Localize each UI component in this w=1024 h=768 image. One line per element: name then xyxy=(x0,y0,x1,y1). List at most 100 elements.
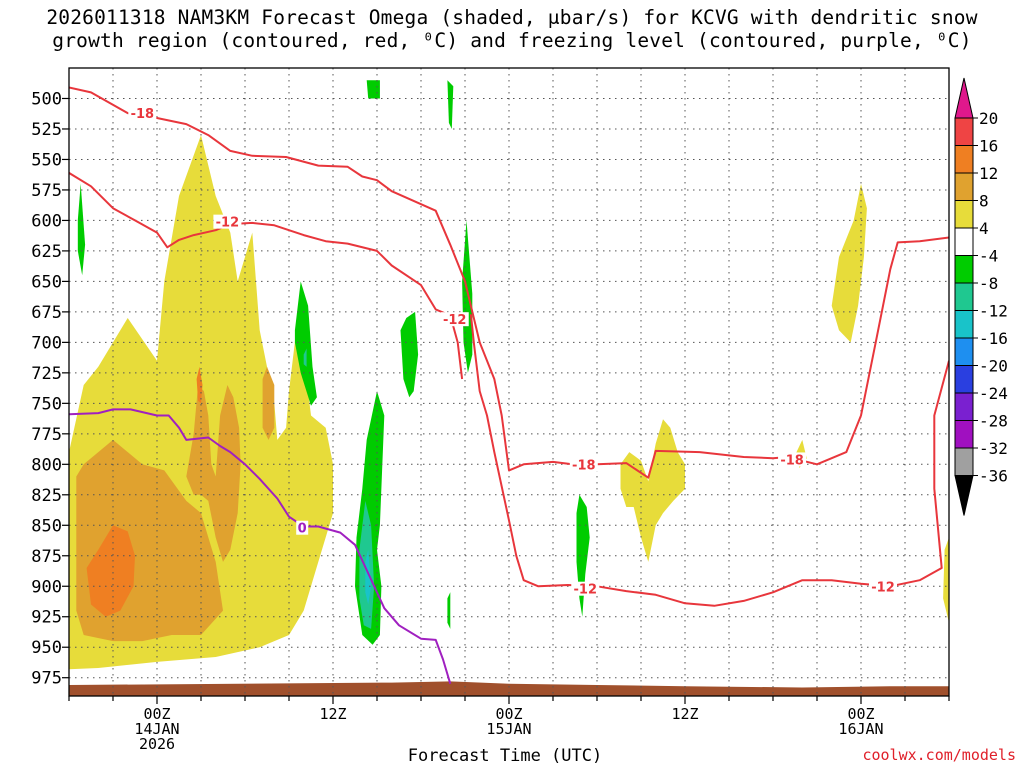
omega-region-12 xyxy=(77,183,86,276)
omega-region-18 xyxy=(576,494,590,617)
y-tick-label-525: 525 xyxy=(31,120,62,140)
omega-region-2 xyxy=(831,183,867,343)
title-line-1: 2026011318 NAM3KM Forecast Omega (shaded… xyxy=(46,6,978,29)
omega-region-21 xyxy=(303,348,307,367)
y-tick-label-600: 600 xyxy=(31,211,62,231)
y-tick-label-625: 625 xyxy=(31,242,62,262)
omega-region-1 xyxy=(620,419,685,562)
omega-region-15 xyxy=(462,220,473,373)
colorbar-bin-9 xyxy=(954,365,974,394)
y-tick-label-575: 575 xyxy=(31,181,62,201)
y-tick-label-825: 825 xyxy=(31,486,62,506)
omega-region-6 xyxy=(186,385,241,562)
omega-region-4 xyxy=(943,537,949,623)
colorbar-label-3: 8 xyxy=(979,192,989,211)
colorbar-bin-5 xyxy=(954,255,974,284)
x-axis-label: Forecast Time (UTC) xyxy=(407,746,603,766)
omega-region-11 xyxy=(447,80,454,129)
colorbar-legend: 20 16 12 8 4 -4 -8 -12 -16 -20 -24 -28 -32 -36 xyxy=(954,77,1008,516)
colorbar-bin-2 xyxy=(954,172,974,201)
colorbar-bin-12 xyxy=(954,447,974,476)
colorbar-bin-7 xyxy=(954,310,974,339)
contour-label-bg-5 xyxy=(571,581,600,596)
colorbar-bin-6 xyxy=(954,282,974,311)
y-tick-label-975: 975 xyxy=(31,669,62,689)
y-tick-label-775: 775 xyxy=(31,425,62,445)
y-tick-label-550: 550 xyxy=(31,150,62,170)
colorbar-label-11: -28 xyxy=(979,412,1008,431)
contour-label-3: -18 xyxy=(572,458,596,473)
colorbar-over-triangle xyxy=(954,77,974,119)
colorbar-label-13: -36 xyxy=(979,467,1008,486)
y-tick-label-675: 675 xyxy=(31,303,62,323)
contour-label-7: 0 xyxy=(298,522,307,537)
contour-labels: -18 -12 -12 -18 -18 -12 -12 0 xyxy=(128,106,897,598)
x-tick-label-0-1: 14JAN xyxy=(134,720,179,738)
colorbar-label-2: 12 xyxy=(979,164,998,183)
omega-region-8 xyxy=(86,525,135,617)
x-tick-label-2-0: 00Z xyxy=(495,705,522,723)
contour-label-4: -18 xyxy=(780,453,804,468)
contour-label-bg-0 xyxy=(128,106,157,121)
y-tick-label-850: 850 xyxy=(31,516,62,536)
gridlines xyxy=(68,68,950,696)
colorbar-bin-11 xyxy=(954,420,974,449)
x-tick-label-0-2: 2026 xyxy=(139,735,175,753)
x-tick-label-0-0: 00Z xyxy=(143,705,170,723)
y-tick-label-500: 500 xyxy=(31,89,62,109)
y-tick-label-800: 800 xyxy=(31,455,62,475)
title-line-2: growth region (contoured, red, ⁰C) and f… xyxy=(52,29,972,52)
y-axis: 500 525 550 575 600 625 650 675 700 725 750 775 800 8… xyxy=(31,89,69,689)
y-tick-label-725: 725 xyxy=(31,364,62,384)
x-tick-label-4-1: 16JAN xyxy=(838,720,883,738)
x-tick-label-2-1: 15JAN xyxy=(486,720,531,738)
omega-region-14 xyxy=(400,311,419,398)
contour-line-3 xyxy=(69,408,452,685)
y-tick-label-875: 875 xyxy=(31,547,62,567)
colorbar-label-8: -16 xyxy=(979,329,1008,348)
credit-link[interactable]: coolwx.com/models xyxy=(862,746,1016,764)
x-tick-label-4-0: 00Z xyxy=(847,705,874,723)
y-tick-label-950: 950 xyxy=(31,638,62,658)
contour-label-6: -12 xyxy=(871,580,895,595)
y-tick-label-900: 900 xyxy=(31,577,62,597)
colorbar-bin-1 xyxy=(954,145,974,174)
omega-region-17 xyxy=(447,592,451,629)
contour-label-5: -12 xyxy=(574,583,598,598)
contour-line-1 xyxy=(69,172,464,380)
colorbar-bin-0 xyxy=(954,117,974,146)
colorbar-label-9: -20 xyxy=(979,357,1008,376)
colorbar-under-triangle xyxy=(954,475,974,516)
colorbar-bin-4 xyxy=(954,227,974,256)
contour-label-bg-2 xyxy=(440,312,469,327)
contour-label-0: -18 xyxy=(131,107,155,122)
contour-label-bg-6 xyxy=(869,579,897,594)
contour-line-2 xyxy=(469,314,949,607)
colorbar-label-4: 4 xyxy=(979,219,989,238)
omega-region-13 xyxy=(294,281,317,406)
omega-region-10 xyxy=(366,80,380,99)
colorbar-label-6: -8 xyxy=(979,274,998,293)
x-tick-label-1-0: 12Z xyxy=(319,705,346,723)
colorbar-bin-8 xyxy=(954,337,974,366)
y-tick-label-650: 650 xyxy=(31,272,62,292)
contour-line-0 xyxy=(69,86,949,479)
contour-lines xyxy=(69,86,949,685)
omega-region-20 xyxy=(365,549,372,605)
colorbar-label-7: -12 xyxy=(979,302,1008,321)
contour-label-bg-1 xyxy=(213,214,242,229)
contour-label-1: -12 xyxy=(216,216,240,231)
x-tick-label-3-0: 12Z xyxy=(671,705,698,723)
colorbar-bin-10 xyxy=(954,392,974,421)
colorbar-label-5: -4 xyxy=(979,247,998,266)
contour-label-bg-7 xyxy=(296,520,309,535)
colorbar-label-12: -32 xyxy=(979,439,1008,458)
colorbar-label-0: 20 xyxy=(979,109,998,128)
chart-title: 2026011318 NAM3KM Forecast Omega (shaded… xyxy=(0,6,1024,52)
contour-label-bg-4 xyxy=(778,452,807,467)
colorbar-label-10: -24 xyxy=(979,384,1008,403)
y-tick-label-925: 925 xyxy=(31,608,62,628)
y-tick-label-700: 700 xyxy=(31,333,62,353)
